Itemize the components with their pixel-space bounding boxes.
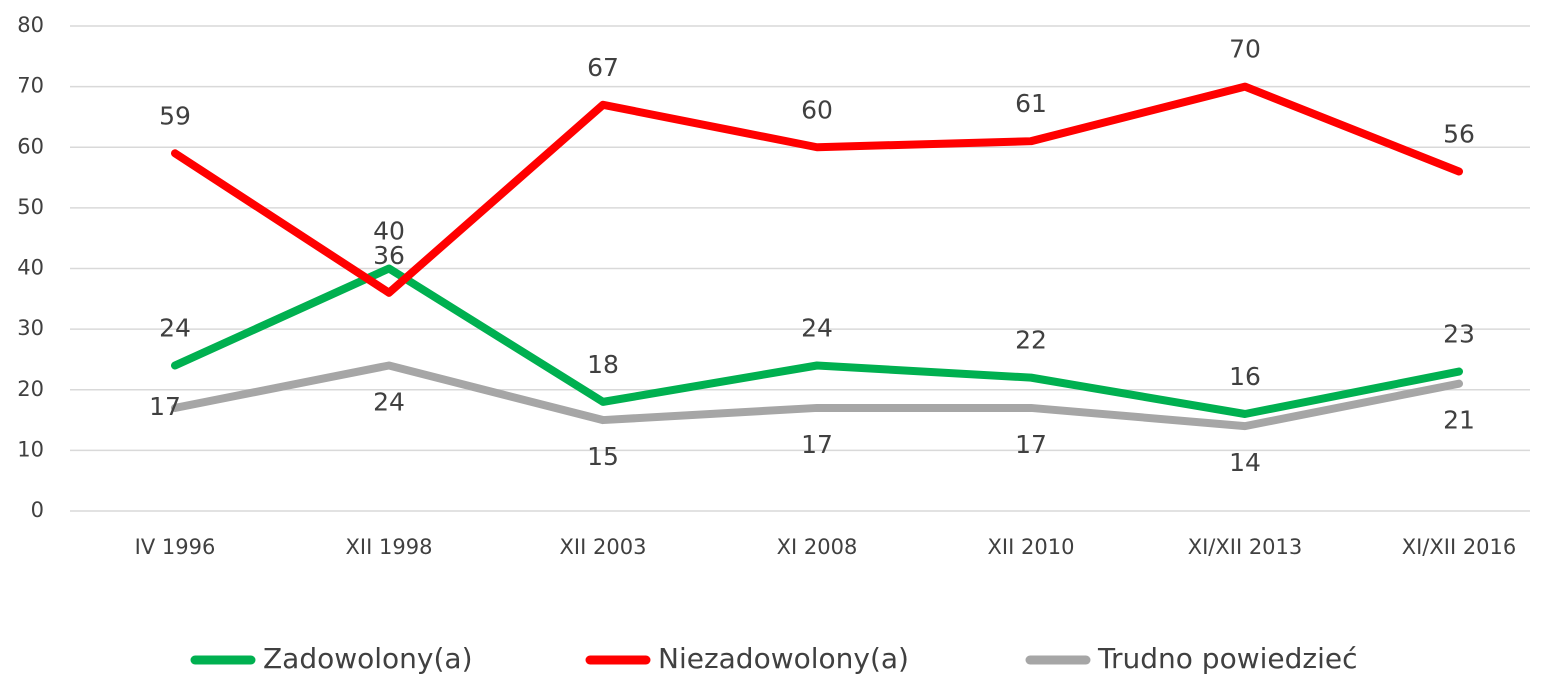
y-tick-label: 30 [17, 316, 44, 340]
data-label: 24 [159, 314, 191, 343]
x-tick-label: XII 2010 [988, 535, 1075, 559]
data-label: 40 [373, 217, 405, 246]
legend-label: Trudno powiedzieć [1097, 642, 1357, 675]
data-label: 60 [801, 95, 833, 124]
data-label: 61 [1015, 89, 1047, 118]
data-label: 22 [1015, 326, 1047, 355]
data-label: 15 [587, 442, 619, 471]
x-tick-label: XI/XII 2016 [1402, 535, 1517, 559]
legend-label: Niezadowolony(a) [658, 642, 909, 675]
data-label: 17 [1015, 430, 1047, 459]
y-tick-label: 10 [17, 437, 44, 461]
data-label: 70 [1229, 35, 1261, 64]
data-label: 16 [1229, 362, 1261, 391]
y-tick-label: 0 [31, 498, 44, 522]
data-label: 17 [801, 430, 833, 459]
y-tick-label: 40 [17, 256, 44, 280]
data-label: 24 [373, 388, 405, 417]
data-label: 14 [1229, 448, 1261, 477]
data-label: 21 [1443, 406, 1475, 435]
y-tick-label: 50 [17, 195, 44, 219]
data-label: 18 [587, 350, 619, 379]
y-tick-label: 70 [17, 74, 44, 98]
legend-label: Zadowolony(a) [263, 642, 473, 675]
data-label: 59 [159, 101, 191, 130]
series-line [171, 264, 1463, 418]
data-label: 23 [1443, 320, 1475, 349]
data-label: 17 [149, 392, 181, 421]
x-tick-label: XI 2008 [777, 535, 858, 559]
data-label: 56 [1443, 120, 1475, 149]
y-tick-label: 60 [17, 134, 44, 158]
y-tick-label: 20 [17, 377, 44, 401]
x-tick-label: XII 2003 [560, 535, 647, 559]
data-label: 67 [587, 53, 619, 82]
data-label: 24 [801, 314, 833, 343]
x-tick-label: XII 1998 [346, 535, 433, 559]
y-tick-label: 80 [17, 13, 44, 37]
series-line [171, 361, 1463, 431]
x-tick-label: IV 1996 [135, 535, 216, 559]
x-tick-label: XI/XII 2013 [1188, 535, 1303, 559]
series-line [171, 82, 1463, 297]
data-label: 36 [373, 241, 405, 270]
